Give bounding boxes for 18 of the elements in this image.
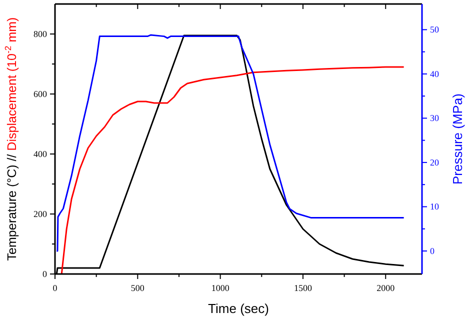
x-tick-label: 500 (130, 283, 145, 293)
y2-tick-label: 0 (430, 246, 435, 256)
x-tick-label: 1000 (211, 283, 230, 293)
y2-tick-label: 40 (430, 68, 440, 79)
y2-axis-title: Pressure (MPa) (450, 93, 465, 185)
y2-tick-label: 20 (430, 157, 440, 168)
y-tick-label: 200 (34, 209, 48, 219)
y2-tick-label: 10 (430, 202, 440, 212)
y-tick-label: 600 (34, 89, 48, 99)
y2-tick-label: 30 (430, 113, 440, 124)
y-tick-label: 800 (34, 29, 48, 39)
y2-tick-label: 50 (430, 24, 440, 35)
x-tick-label: 0 (52, 283, 58, 293)
x-tick-label: 1500 (294, 283, 312, 293)
x-tick-label: 2000 (376, 283, 396, 293)
y-tick-label: 0 (42, 269, 48, 279)
x-axis-title: Time (sec) (208, 301, 269, 316)
y-tick-label: 400 (34, 149, 48, 159)
